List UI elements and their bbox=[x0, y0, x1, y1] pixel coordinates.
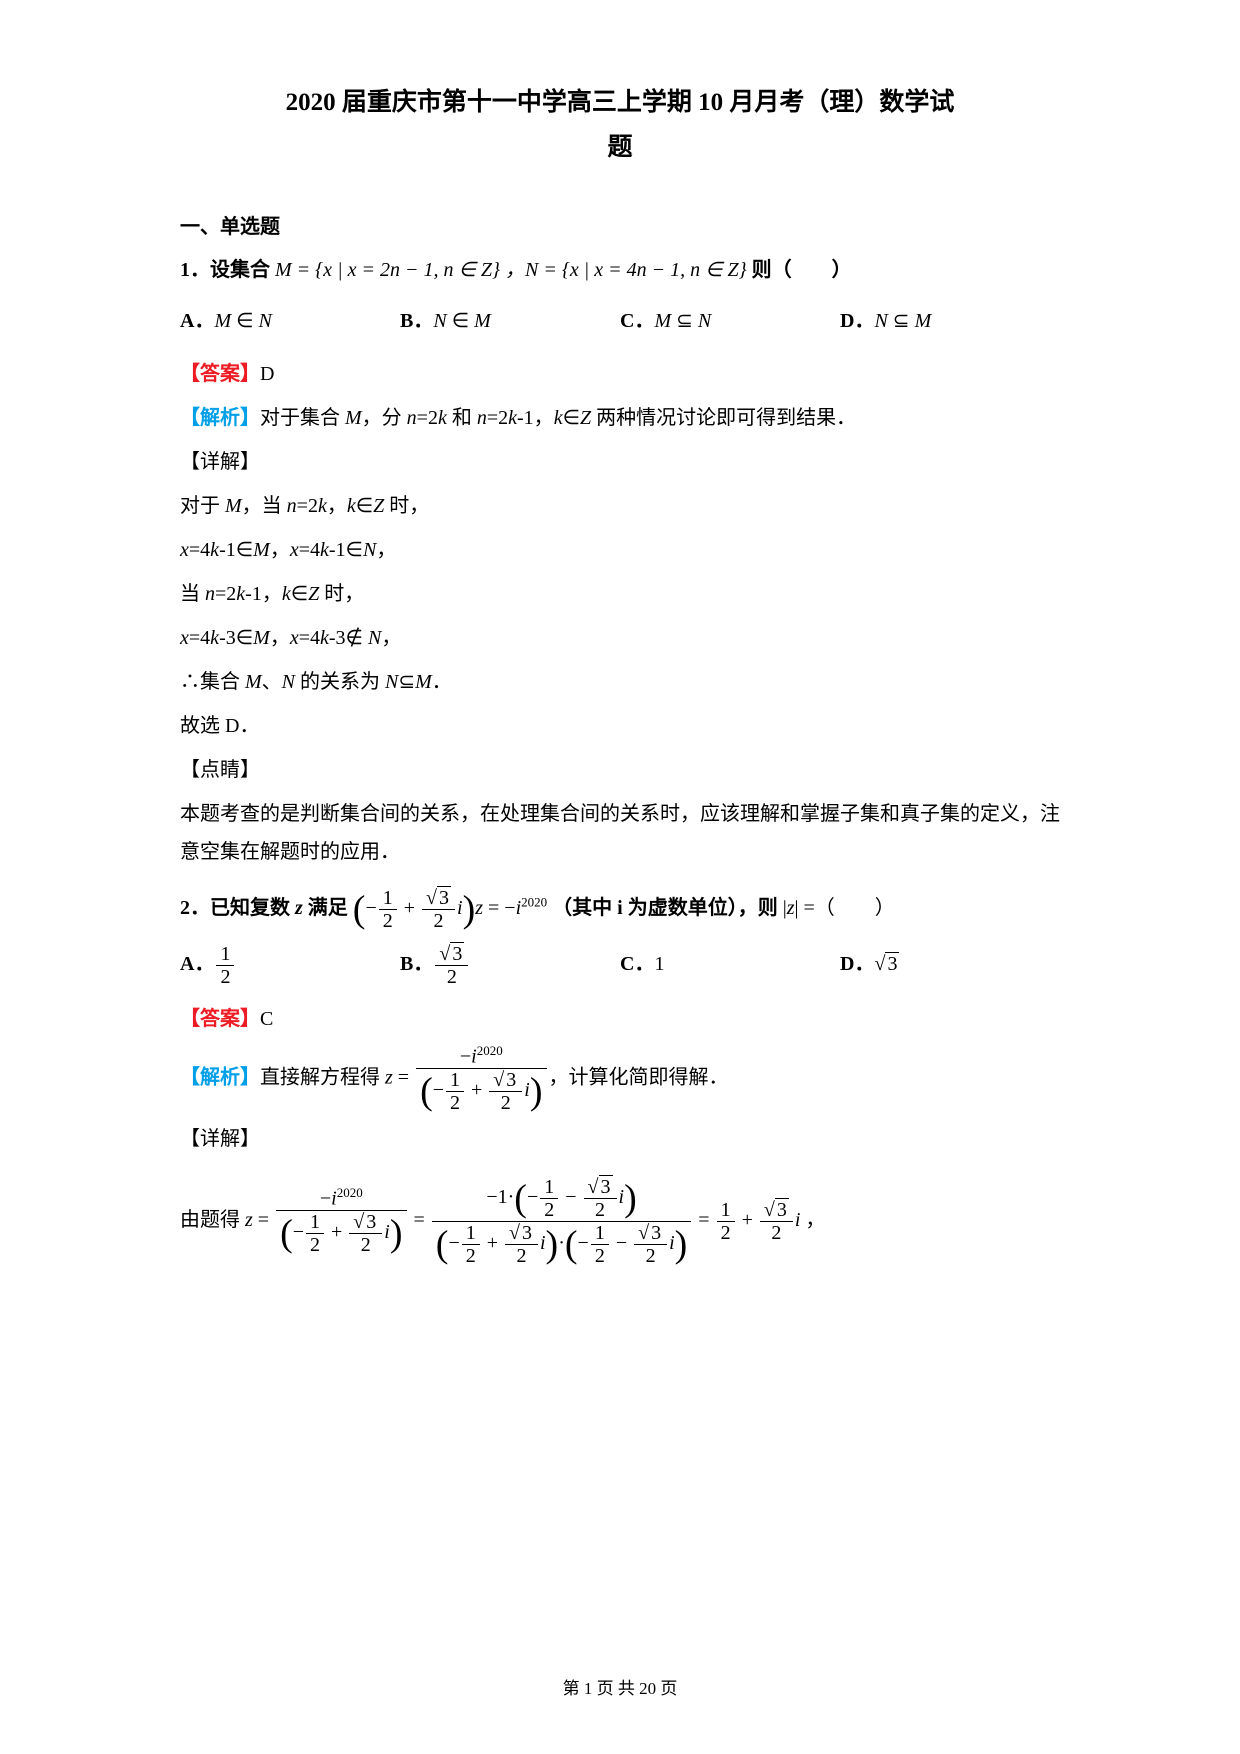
q1-detail-6: 故选 D． bbox=[180, 707, 1060, 745]
q1-option-b: B．N ∈ M bbox=[400, 299, 620, 343]
title-line1: 2020 届重庆市第十一中学高三上学期 10 月月考（理）数学试 bbox=[286, 89, 955, 116]
q1-detail-1: 对于 M，当 n=2k，k∈Z 时， bbox=[180, 487, 1060, 525]
q2-option-b: B．√32 bbox=[400, 942, 620, 988]
q2-equation: (−12 + √32i)z = −i2020 bbox=[353, 887, 547, 932]
analysis-label: 【解析】 bbox=[180, 407, 260, 429]
q1-point-label: 【点睛】 bbox=[180, 751, 1060, 789]
q2-detail-eq: 由题得 z = −i2020 (−12 + √32i) = −1·(−12 − … bbox=[180, 1176, 1060, 1267]
q1-detail-3: 当 n=2k-1，k∈Z 时， bbox=[180, 575, 1060, 613]
q2-answer-value: C bbox=[260, 1008, 273, 1030]
q2-analysis-eq: z = −i2020 (−12 + √32i) bbox=[385, 1044, 549, 1114]
page: 2020 届重庆市第十一中学高三上学期 10 月月考（理）数学试 题 一、单选题… bbox=[0, 0, 1240, 1754]
exam-title: 2020 届重庆市第十一中学高三上学期 10 月月考（理）数学试 题 bbox=[180, 80, 1060, 170]
q2-prefix: 2．已知复数 z 满足 bbox=[180, 897, 348, 919]
footer-suffix: 页 bbox=[656, 1679, 677, 1698]
q2-option-d: D．√3 bbox=[840, 942, 1060, 988]
page-footer: 第 1 页 共 20 页 bbox=[0, 1674, 1240, 1699]
q1-prefix: 1．设集合 bbox=[180, 259, 270, 281]
q1-suffix: 则（ ） bbox=[752, 259, 852, 281]
q1-detail-label: 【详解】 bbox=[180, 443, 1060, 481]
q1-detail-4: x=4k-3∈M，x=4k-3∉ N， bbox=[180, 619, 1060, 657]
q1-option-d: D．N ⊆ M bbox=[840, 299, 1060, 343]
question-1-stem: 1．设集合 M = {x | x = 2n − 1, n ∈ Z} ，N = {… bbox=[180, 251, 1060, 289]
q1-detail-2: x=4k-1∈M，x=4k-1∈N， bbox=[180, 531, 1060, 569]
answer-label: 【答案】 bbox=[180, 363, 260, 385]
answer-label-2: 【答案】 bbox=[180, 1008, 260, 1030]
question-2-stem: 2．已知复数 z 满足 (−12 + √32i)z = −i2020 （其中 i… bbox=[180, 887, 1060, 932]
q1-point: 本题考查的是判断集合间的关系，在处理集合间的关系时，应该理解和掌握子集和真子集的… bbox=[180, 795, 1060, 871]
q1-answer-value: D bbox=[260, 363, 274, 385]
q2-modulus: |z| bbox=[783, 897, 799, 919]
q2-analysis-suffix: ，计算化简即得解． bbox=[549, 1066, 729, 1088]
q2-detail-prefix: 由题得 bbox=[180, 1209, 245, 1231]
q1-option-a: A．M ∈ N bbox=[180, 299, 400, 343]
q1-math: M = {x | x = 2n − 1, n ∈ Z} ，N = {x | x … bbox=[275, 259, 747, 281]
q1-analysis-text: 对于集合 M，分 n=2k 和 n=2k-1，k∈Z 两种情况讨论即可得到结果． bbox=[260, 407, 856, 429]
q2-answer: 【答案】C bbox=[180, 1000, 1060, 1038]
q2-option-a: A．12 bbox=[180, 942, 400, 988]
q2-suffix: =（ ） bbox=[804, 897, 895, 919]
analysis-label-2: 【解析】 bbox=[180, 1066, 260, 1088]
section-heading: 一、单选题 bbox=[180, 210, 1060, 239]
footer-prefix: 第 bbox=[563, 1679, 584, 1698]
q1-options: A．M ∈ N B．N ∈ M C．M ⊆ N D．N ⊆ M bbox=[180, 299, 1060, 343]
q1-option-c: C．M ⊆ N bbox=[620, 299, 840, 343]
q2-detail-label: 【详解】 bbox=[180, 1120, 1060, 1158]
title-line2: 题 bbox=[607, 134, 632, 161]
q2-detail-suffix: ， bbox=[805, 1209, 825, 1231]
q2-analysis: 【解析】直接解方程得 z = −i2020 (−12 + √32i) ，计算化简… bbox=[180, 1044, 1060, 1114]
q2-option-c: C．1 bbox=[620, 942, 840, 988]
q1-detail-5: ∴集合 M、N 的关系为 N⊆M． bbox=[180, 663, 1060, 701]
q2-options: A．12 B．√32 C．1 D．√3 bbox=[180, 942, 1060, 988]
q2-analysis-prefix: 直接解方程得 bbox=[260, 1066, 380, 1088]
q2-mid: （其中 i 为虚数单位），则 bbox=[552, 897, 778, 919]
footer-total: 20 bbox=[639, 1679, 656, 1698]
q1-answer: 【答案】D bbox=[180, 355, 1060, 393]
footer-mid: 页 共 bbox=[592, 1679, 639, 1698]
q1-analysis: 【解析】对于集合 M，分 n=2k 和 n=2k-1，k∈Z 两种情况讨论即可得… bbox=[180, 399, 1060, 437]
